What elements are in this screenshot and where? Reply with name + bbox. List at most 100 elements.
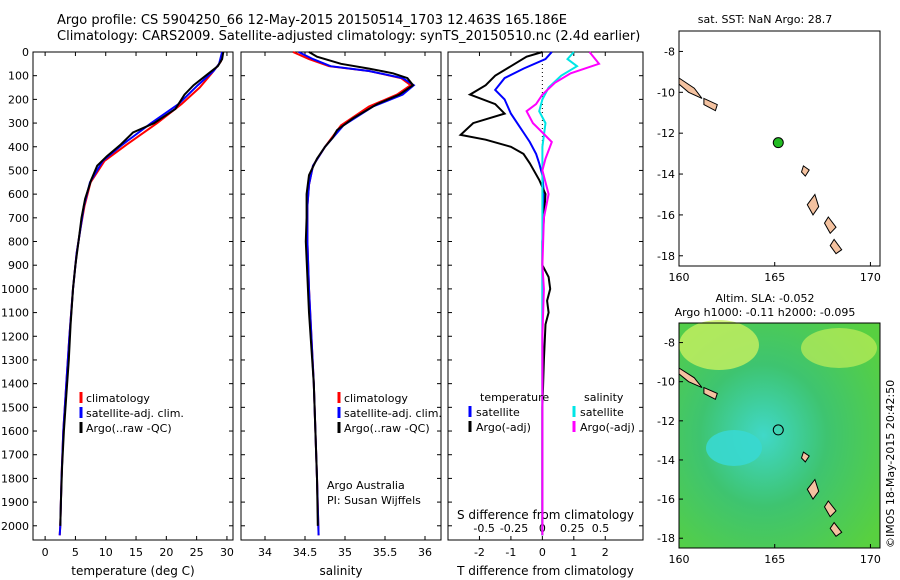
temp-legend-heading: temperature bbox=[480, 391, 549, 404]
depth-tick-label: 400 bbox=[8, 141, 29, 154]
depth-tick-label: 800 bbox=[8, 236, 29, 249]
difference-xtick-label: -2 bbox=[474, 546, 485, 559]
depth-tick-label: 1300 bbox=[1, 354, 29, 367]
island-shape bbox=[800, 451, 810, 463]
difference-series-line bbox=[538, 51, 579, 536]
map-ytick-label: -12 bbox=[657, 127, 675, 140]
temperature-xlabel: temperature (deg C) bbox=[71, 564, 194, 578]
depth-tick-label: 1100 bbox=[1, 307, 29, 320]
temperature-legend-label: climatology bbox=[86, 392, 150, 405]
map-xtick-label: 160 bbox=[669, 553, 690, 566]
sal-legend-heading: salinity bbox=[584, 391, 624, 404]
annotation-line: Argo Australia bbox=[327, 479, 405, 492]
climatology-title: Climatology: CARS2009. Satellite-adjuste… bbox=[57, 29, 641, 44]
sal-diff-tick-label: -0.25 bbox=[500, 522, 528, 535]
island-shape bbox=[806, 478, 820, 501]
depth-tick-label: 1800 bbox=[1, 472, 29, 485]
map-ytick-label: -18 bbox=[657, 532, 675, 545]
temperature-xtick-label: 15 bbox=[129, 546, 143, 559]
map-ytick-label: -18 bbox=[657, 250, 675, 263]
island-shape bbox=[800, 165, 810, 177]
difference-frame bbox=[447, 51, 644, 541]
depth-tick-label: 1500 bbox=[1, 401, 29, 414]
diff-legend-label: Argo(-adj) bbox=[580, 421, 635, 434]
temperature-xtick-label: 25 bbox=[190, 546, 204, 559]
difference-xtick-label: 2 bbox=[602, 546, 609, 559]
temperature-xtick-label: 5 bbox=[72, 546, 79, 559]
salinity-xlabel: salinity bbox=[319, 564, 362, 578]
salinity-legend-label: satellite-adj. clim. bbox=[344, 407, 442, 420]
island-shape bbox=[806, 193, 820, 216]
salinity-xtick-label: 36 bbox=[418, 546, 432, 559]
diff-legend-label: satellite bbox=[476, 406, 520, 419]
island-shape bbox=[678, 77, 703, 99]
difference-xlabel: T difference from climatology bbox=[456, 564, 634, 578]
temperature-legend-label: satellite-adj. clim. bbox=[86, 407, 184, 420]
island-shape bbox=[678, 367, 703, 389]
depth-tick-label: 1200 bbox=[1, 330, 29, 343]
island-shape bbox=[823, 500, 837, 518]
map-ytick-label: -14 bbox=[657, 454, 675, 467]
map-xtick-label: 170 bbox=[860, 271, 881, 284]
difference-xtick-label: 0 bbox=[539, 546, 546, 559]
salinity-xtick-label: 35.5 bbox=[373, 546, 398, 559]
map-ytick-label: -8 bbox=[664, 45, 675, 58]
temperature-series-line bbox=[59, 51, 225, 526]
sla-map-subtitle: Argo h1000: -0.11 h2000: -0.095 bbox=[675, 306, 856, 319]
temperature-xtick-label: 30 bbox=[220, 546, 234, 559]
depth-tick-label: 2000 bbox=[1, 520, 29, 533]
island-shape bbox=[703, 97, 718, 112]
salinity-frame bbox=[240, 51, 442, 541]
depth-tick-label: 100 bbox=[8, 70, 29, 83]
difference-series-line bbox=[525, 51, 601, 536]
island-shape bbox=[829, 521, 843, 537]
difference-series-line bbox=[458, 51, 552, 536]
sst-map-title: sat. SST: NaN Argo: 28.7 bbox=[698, 13, 832, 26]
depth-tick-label: 1900 bbox=[1, 496, 29, 509]
float-position-marker bbox=[772, 424, 784, 436]
sal-diff-label: S difference from climatology bbox=[457, 508, 634, 522]
sal-diff-tick-label: -0.5 bbox=[473, 522, 494, 535]
map-frame bbox=[678, 30, 881, 267]
temperature-xtick-label: 10 bbox=[99, 546, 113, 559]
temperature-legend-label: Argo(..raw -QC) bbox=[86, 422, 172, 435]
sla-high-patch bbox=[801, 328, 877, 368]
map-ytick-label: -16 bbox=[657, 209, 675, 222]
map-ytick-label: -16 bbox=[657, 493, 675, 506]
temperature-xtick-label: 0 bbox=[42, 546, 49, 559]
salinity-legend-label: climatology bbox=[344, 392, 408, 405]
difference-xtick-label: -1 bbox=[505, 546, 516, 559]
map-ytick-label: -10 bbox=[657, 86, 675, 99]
sal-diff-tick-label: 0.25 bbox=[560, 522, 585, 535]
sal-diff-tick-label: 0.5 bbox=[592, 522, 610, 535]
sla-map-title: Altim. SLA: -0.052 bbox=[715, 292, 814, 305]
depth-tick-label: 1400 bbox=[1, 378, 29, 391]
depth-tick-label: 1000 bbox=[1, 283, 29, 296]
map-ytick-label: -10 bbox=[657, 376, 675, 389]
map-ytick-label: -8 bbox=[664, 337, 675, 350]
salinity-xtick-label: 35 bbox=[338, 546, 352, 559]
sla-low-patch bbox=[706, 430, 762, 466]
imos-timestamp: ©IMOS 18-May-2015 20:42:50 bbox=[884, 379, 897, 548]
island-shape bbox=[703, 386, 718, 401]
map-xtick-label: 165 bbox=[764, 271, 785, 284]
difference-xtick-label: 1 bbox=[570, 546, 577, 559]
map-ytick-label: -12 bbox=[657, 415, 675, 428]
diff-legend-label: Argo(-adj) bbox=[476, 421, 531, 434]
diff-legend-label: satellite bbox=[580, 406, 624, 419]
map-xtick-label: 160 bbox=[669, 271, 690, 284]
map-xtick-label: 165 bbox=[764, 553, 785, 566]
depth-tick-label: 900 bbox=[8, 259, 29, 272]
island-shape bbox=[823, 216, 837, 235]
sst-field bbox=[679, 31, 880, 266]
map-ytick-label: -14 bbox=[657, 168, 675, 181]
annotation-line: PI: Susan Wijffels bbox=[327, 494, 421, 507]
temperature-xtick-label: 20 bbox=[159, 546, 173, 559]
depth-tick-label: 0 bbox=[22, 46, 29, 59]
salinity-series-line bbox=[304, 51, 415, 526]
depth-tick-label: 1700 bbox=[1, 449, 29, 462]
depth-tick-label: 1600 bbox=[1, 425, 29, 438]
salinity-legend-label: Argo(..raw -QC) bbox=[344, 422, 430, 435]
float-position-marker bbox=[772, 137, 784, 149]
